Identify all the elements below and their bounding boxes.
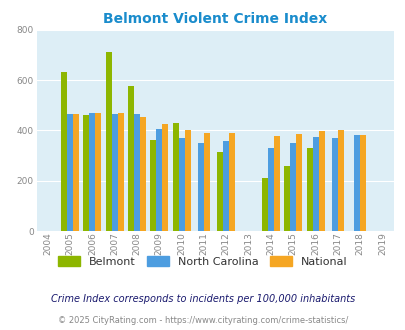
Bar: [337, 130, 343, 231]
Text: © 2025 CityRating.com - https://www.cityrating.com/crime-statistics/: © 2025 CityRating.com - https://www.city…: [58, 316, 347, 325]
Bar: [229, 133, 235, 231]
Bar: [83, 115, 89, 231]
Bar: [261, 178, 267, 231]
Bar: [73, 114, 79, 231]
Bar: [296, 134, 302, 231]
Bar: [198, 143, 203, 231]
Bar: [95, 113, 101, 231]
Bar: [162, 124, 168, 231]
Bar: [89, 113, 95, 231]
Bar: [150, 141, 156, 231]
Text: Crime Index corresponds to incidents per 100,000 inhabitants: Crime Index corresponds to incidents per…: [51, 294, 354, 304]
Bar: [267, 148, 273, 231]
Bar: [67, 114, 73, 231]
Bar: [134, 114, 140, 231]
Bar: [140, 117, 146, 231]
Bar: [331, 138, 337, 231]
Bar: [61, 73, 67, 231]
Bar: [184, 130, 190, 231]
Bar: [217, 152, 223, 231]
Bar: [128, 86, 134, 231]
Bar: [318, 131, 324, 231]
Bar: [156, 129, 162, 231]
Bar: [178, 138, 184, 231]
Legend: Belmont, North Carolina, National: Belmont, North Carolina, National: [58, 256, 347, 267]
Bar: [105, 52, 111, 231]
Bar: [306, 148, 312, 231]
Title: Belmont Violent Crime Index: Belmont Violent Crime Index: [103, 12, 326, 26]
Bar: [284, 166, 290, 231]
Bar: [172, 123, 178, 231]
Bar: [359, 135, 365, 231]
Bar: [203, 133, 209, 231]
Bar: [223, 141, 229, 231]
Bar: [290, 144, 296, 231]
Bar: [111, 114, 117, 231]
Bar: [312, 137, 318, 231]
Bar: [273, 136, 279, 231]
Bar: [354, 135, 359, 231]
Bar: [117, 113, 124, 231]
